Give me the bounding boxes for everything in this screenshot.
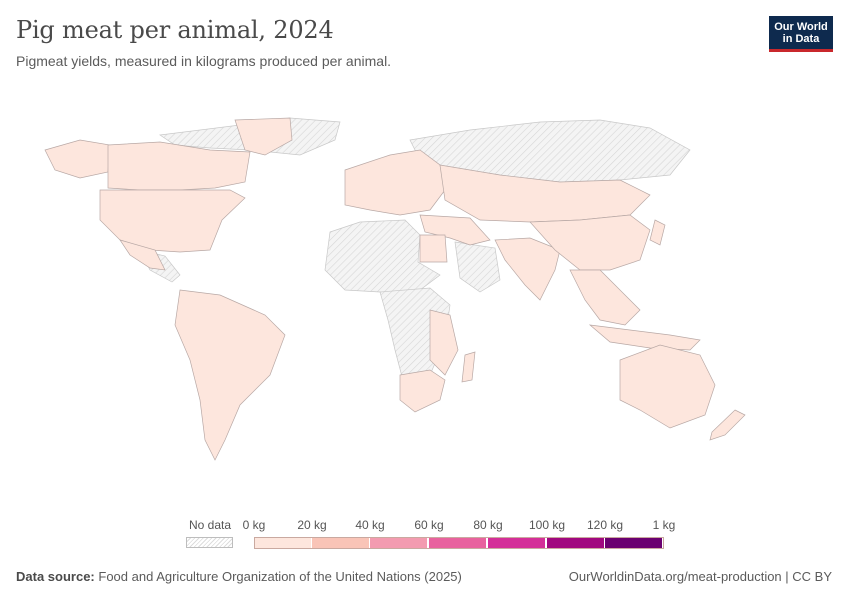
legend-bin-60-80[interactable] bbox=[429, 537, 487, 549]
region-mexico[interactable] bbox=[119, 239, 166, 271]
region-south-america[interactable] bbox=[174, 289, 286, 461]
chart-subtitle: Pigmeat yields, measured in kilograms pr… bbox=[16, 53, 392, 69]
legend-bin-20-40[interactable] bbox=[312, 537, 370, 549]
region-egypt[interactable] bbox=[419, 234, 448, 263]
region-arabian-peninsula[interactable] bbox=[454, 241, 501, 293]
legend-tick-label: 60 kg bbox=[414, 518, 444, 532]
legend-tick-label: 100 kg bbox=[528, 518, 566, 532]
legend-bin-80-100[interactable] bbox=[488, 537, 546, 549]
logo-line-1: Our World bbox=[774, 21, 828, 33]
region-new-zealand[interactable] bbox=[709, 409, 746, 441]
region-north-africa[interactable] bbox=[324, 219, 441, 293]
region-china-east-asia[interactable] bbox=[529, 214, 651, 271]
source-text: Food and Agriculture Organization of the… bbox=[98, 569, 462, 584]
legend-tick-label: 1 kg bbox=[652, 518, 676, 532]
region-india[interactable] bbox=[494, 237, 561, 301]
region-europe[interactable] bbox=[344, 149, 446, 216]
region-east-africa[interactable] bbox=[429, 309, 459, 376]
legend-no-data-swatch[interactable] bbox=[186, 537, 233, 548]
logo-line-2: in Data bbox=[782, 33, 820, 45]
region-indonesia[interactable] bbox=[588, 324, 701, 351]
region-middle-east[interactable] bbox=[419, 214, 491, 246]
region-japan[interactable] bbox=[649, 219, 666, 246]
legend-tick-label: 120 kg bbox=[586, 518, 624, 532]
legend-bin-0-20[interactable] bbox=[254, 537, 312, 549]
region-southern-africa[interactable] bbox=[399, 369, 446, 413]
legend-tick-label: 80 kg bbox=[473, 518, 503, 532]
region-southeast-asia[interactable] bbox=[569, 269, 641, 326]
data-regions bbox=[44, 117, 746, 461]
footer-source: Data source: Food and Agriculture Organi… bbox=[16, 569, 462, 584]
legend-bin-40-60[interactable] bbox=[370, 537, 428, 549]
legend-no-data-label: No data bbox=[188, 518, 232, 532]
legend-tick-label: 40 kg bbox=[355, 518, 385, 532]
legend-tick-label: 0 kg bbox=[242, 518, 266, 532]
legend-bin-120-plus[interactable] bbox=[605, 537, 663, 549]
region-canada[interactable] bbox=[107, 141, 251, 191]
region-australia[interactable] bbox=[619, 344, 716, 429]
legend-tick-label: 20 kg bbox=[297, 518, 327, 532]
world-map[interactable] bbox=[0, 110, 850, 470]
source-label: Data source: bbox=[16, 569, 95, 584]
legend-bin-100-120[interactable] bbox=[547, 537, 605, 549]
owid-logo[interactable]: Our World in Data bbox=[769, 16, 833, 52]
region-usa[interactable] bbox=[99, 189, 246, 253]
region-alaska[interactable] bbox=[44, 139, 111, 179]
chart-title: Pig meat per animal, 2024 bbox=[16, 16, 334, 44]
region-madagascar[interactable] bbox=[461, 351, 476, 383]
region-greenland[interactable] bbox=[234, 117, 293, 156]
footer-url[interactable]: OurWorldinData.org/meat-production | CC … bbox=[568, 569, 832, 584]
